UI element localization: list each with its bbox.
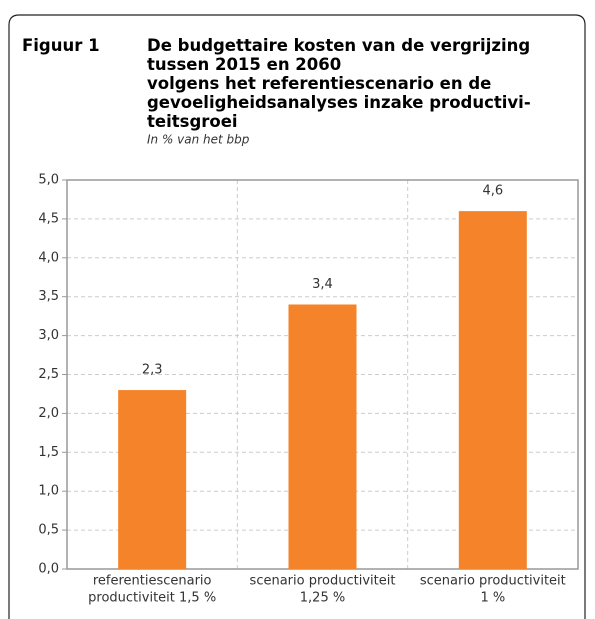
x-tick-label: scenario productiviteit bbox=[420, 574, 566, 589]
chart-title: volgens het referentiescenario en de bbox=[147, 74, 491, 93]
y-tick-label: 4,0 bbox=[38, 250, 59, 265]
y-tick-label: 3,0 bbox=[38, 328, 59, 343]
bar bbox=[288, 304, 357, 569]
value-label: 2,3 bbox=[142, 363, 163, 378]
subtitle: In % van het bbp bbox=[147, 133, 250, 147]
x-tick-label: 1,25 % bbox=[300, 591, 345, 606]
y-tick-label: 0,0 bbox=[38, 562, 59, 577]
y-tick-label: 1,5 bbox=[38, 445, 59, 460]
y-tick-label: 3,5 bbox=[38, 289, 59, 304]
x-tick-label: scenario productiviteit bbox=[250, 574, 396, 589]
chart-title: teitsgroei bbox=[147, 112, 238, 131]
y-tick-label: 1,0 bbox=[38, 484, 59, 499]
y-tick-label: 0,5 bbox=[38, 523, 59, 538]
chart-title: De budgettaire kosten van de vergrijzing bbox=[147, 36, 530, 55]
x-tick-label: productiviteit 1,5 % bbox=[88, 591, 216, 606]
chart-title: tussen 2015 en 2060 bbox=[147, 55, 341, 74]
figure-label: Figuur 1 bbox=[22, 36, 100, 55]
bar bbox=[118, 390, 187, 569]
y-tick-label: 2,5 bbox=[38, 367, 59, 382]
x-tick-label: referentiescenario bbox=[93, 574, 212, 589]
bar bbox=[458, 211, 527, 569]
chart-title: gevoeligheidsanalyses inzake productivi- bbox=[147, 93, 531, 112]
value-label: 4,6 bbox=[482, 184, 503, 199]
x-tick-label: 1 % bbox=[480, 591, 505, 606]
value-label: 3,4 bbox=[312, 277, 333, 292]
frame bbox=[8, 14, 586, 619]
y-tick-label: 2,0 bbox=[38, 406, 59, 421]
y-tick-label: 5,0 bbox=[38, 173, 59, 188]
y-tick-label: 4,5 bbox=[38, 211, 59, 226]
